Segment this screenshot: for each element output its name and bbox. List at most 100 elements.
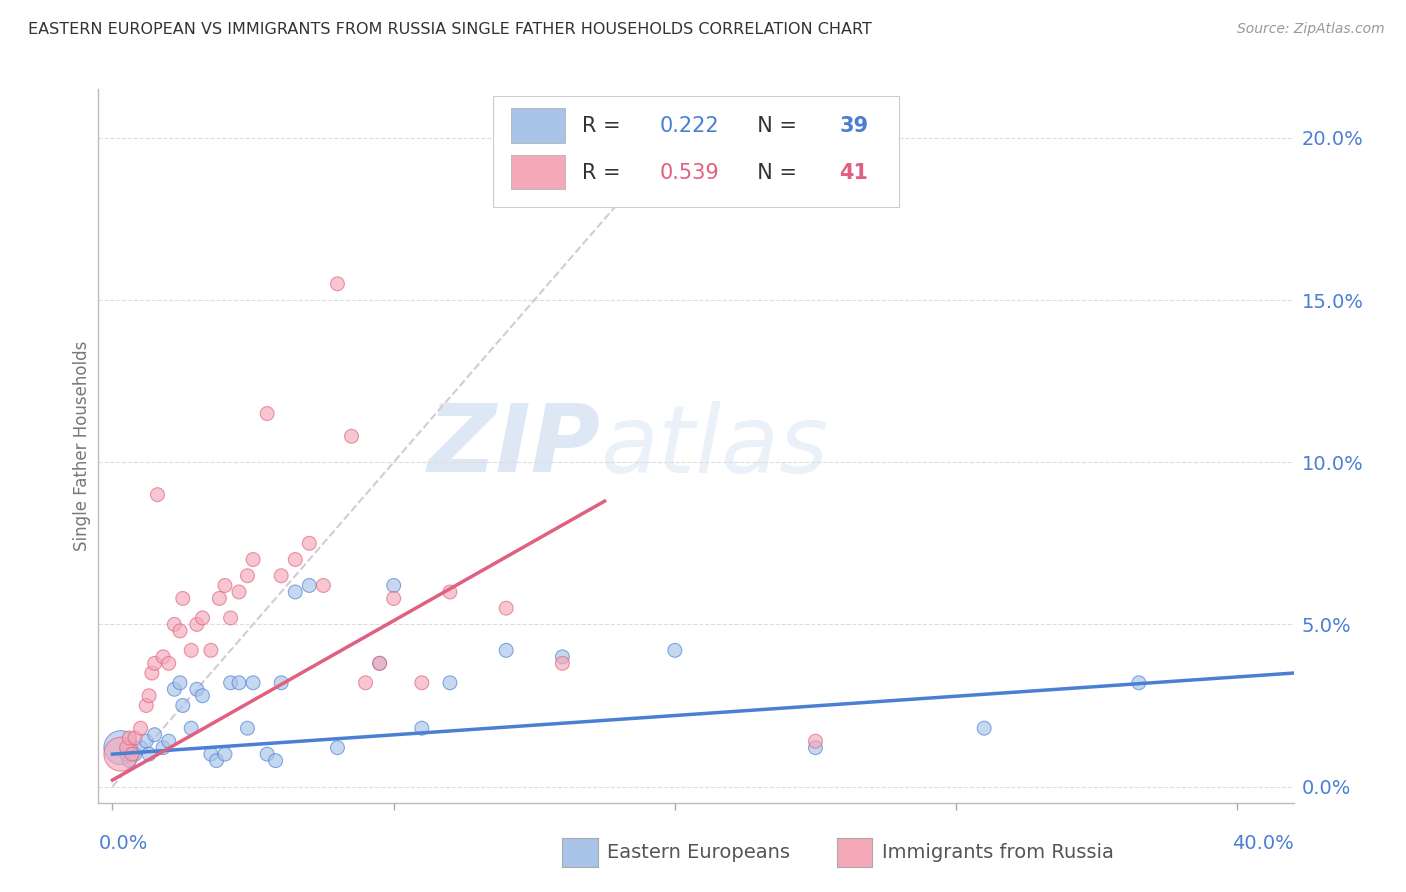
Point	[228, 675, 250, 690]
Text: N =: N =	[744, 163, 803, 184]
FancyBboxPatch shape	[494, 96, 900, 207]
Point	[340, 429, 363, 443]
Text: atlas: atlas	[600, 401, 828, 491]
Point	[439, 675, 461, 690]
Point	[973, 721, 995, 735]
Point	[146, 488, 169, 502]
Point	[439, 585, 461, 599]
Point	[264, 754, 287, 768]
Point	[284, 585, 307, 599]
Text: Eastern Europeans: Eastern Europeans	[607, 843, 790, 863]
Point	[236, 721, 259, 735]
Point	[143, 657, 166, 671]
Point	[1128, 675, 1150, 690]
Point	[138, 689, 160, 703]
Point	[172, 591, 194, 606]
Text: R =: R =	[582, 116, 627, 136]
Point	[236, 568, 259, 582]
Point	[326, 740, 349, 755]
Point	[143, 728, 166, 742]
Point	[256, 407, 278, 421]
Y-axis label: Single Father Households: Single Father Households	[73, 341, 91, 551]
Point	[219, 611, 242, 625]
Point	[169, 675, 191, 690]
Point	[138, 747, 160, 761]
Point	[298, 536, 321, 550]
Text: 0.222: 0.222	[661, 116, 720, 136]
Point	[804, 740, 827, 755]
Point	[163, 682, 186, 697]
Point	[163, 617, 186, 632]
Point	[124, 731, 146, 745]
Point	[326, 277, 349, 291]
Point	[368, 657, 391, 671]
Point	[368, 657, 391, 671]
Point	[382, 578, 405, 592]
Point	[495, 643, 517, 657]
Point	[411, 721, 433, 735]
Text: Source: ZipAtlas.com: Source: ZipAtlas.com	[1237, 22, 1385, 37]
Text: 41: 41	[839, 163, 869, 184]
Text: 0.539: 0.539	[661, 163, 720, 184]
Point	[270, 675, 292, 690]
Text: 0.0%: 0.0%	[98, 834, 148, 853]
Point	[200, 643, 222, 657]
Point	[186, 617, 208, 632]
Point	[141, 666, 163, 681]
Point	[214, 747, 236, 761]
Point	[180, 721, 202, 735]
Point	[205, 754, 228, 768]
Text: 40.0%: 40.0%	[1232, 834, 1294, 853]
FancyBboxPatch shape	[510, 155, 565, 189]
Point	[200, 747, 222, 761]
Point	[495, 601, 517, 615]
Point	[191, 689, 214, 703]
Point	[135, 734, 157, 748]
Text: ZIP: ZIP	[427, 400, 600, 492]
Point	[121, 747, 143, 761]
Point	[180, 643, 202, 657]
Point	[242, 675, 264, 690]
Point	[804, 734, 827, 748]
Point	[312, 578, 335, 592]
Point	[191, 611, 214, 625]
Point	[664, 643, 686, 657]
Point	[124, 747, 146, 761]
Text: R =: R =	[582, 163, 627, 184]
Text: N =: N =	[744, 116, 803, 136]
Point	[172, 698, 194, 713]
Point	[242, 552, 264, 566]
Point	[157, 657, 180, 671]
Text: EASTERN EUROPEAN VS IMMIGRANTS FROM RUSSIA SINGLE FATHER HOUSEHOLDS CORRELATION : EASTERN EUROPEAN VS IMMIGRANTS FROM RUSS…	[28, 22, 872, 37]
Point	[228, 585, 250, 599]
Point	[284, 552, 307, 566]
Point	[214, 578, 236, 592]
Point	[169, 624, 191, 638]
Point	[129, 721, 152, 735]
Point	[411, 675, 433, 690]
Point	[354, 675, 377, 690]
Point	[551, 649, 574, 664]
Point	[270, 568, 292, 582]
FancyBboxPatch shape	[510, 109, 565, 143]
Point	[135, 698, 157, 713]
Point	[118, 731, 141, 745]
Point	[115, 747, 138, 761]
Point	[152, 740, 174, 755]
Point	[157, 734, 180, 748]
Point	[110, 747, 132, 761]
Point	[152, 649, 174, 664]
Point	[118, 754, 141, 768]
Text: Immigrants from Russia: Immigrants from Russia	[882, 843, 1114, 863]
Point	[186, 682, 208, 697]
Point	[115, 740, 138, 755]
Point	[382, 591, 405, 606]
Point	[256, 747, 278, 761]
Point	[551, 657, 574, 671]
Point	[110, 740, 132, 755]
Point	[129, 740, 152, 755]
Point	[219, 675, 242, 690]
Text: 39: 39	[839, 116, 869, 136]
Point	[208, 591, 231, 606]
Point	[298, 578, 321, 592]
